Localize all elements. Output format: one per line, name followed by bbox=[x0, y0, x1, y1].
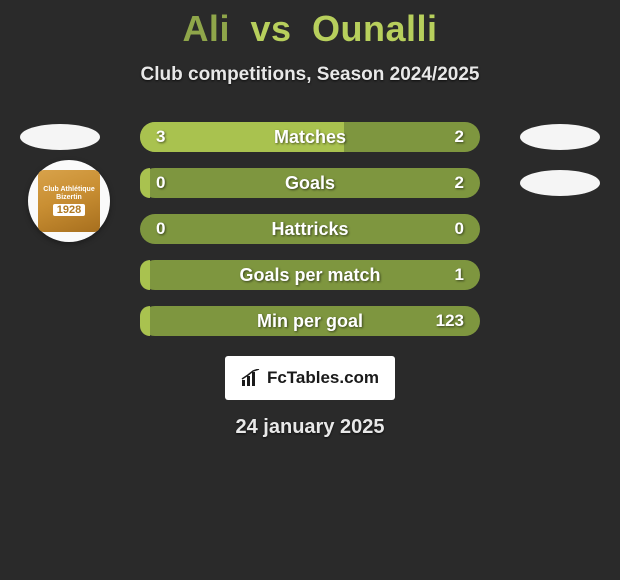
stat-pill: 02Goals bbox=[140, 168, 480, 198]
player1-name: Ali bbox=[182, 8, 230, 49]
stat-pill: 32Matches bbox=[140, 122, 480, 152]
comparison-card: Ali vs Ounalli Club competitions, Season… bbox=[0, 0, 620, 439]
stat-left-value: 0 bbox=[156, 219, 165, 239]
stat-row: 1Goals per match bbox=[0, 252, 620, 298]
chart-icon bbox=[241, 369, 261, 387]
stat-pill-content: 02 bbox=[156, 173, 464, 193]
stat-row: 123Min per goal bbox=[0, 298, 620, 344]
subtitle: Club competitions, Season 2024/2025 bbox=[0, 64, 620, 86]
player2-team-oval bbox=[520, 124, 600, 150]
stat-right-value: 123 bbox=[436, 311, 464, 331]
stat-left-value: 3 bbox=[156, 127, 165, 147]
stat-row: Club Athlétique Bizertin192802Goals bbox=[0, 160, 620, 206]
stat-right-value: 2 bbox=[455, 173, 464, 193]
stat-pill-content: 32 bbox=[156, 127, 464, 147]
player2-name: Ounalli bbox=[312, 8, 438, 49]
stat-pill-content: 123 bbox=[156, 311, 464, 331]
stat-left-value: 0 bbox=[156, 173, 165, 193]
stat-pill: 00Hattricks bbox=[140, 214, 480, 244]
stat-rows: 32MatchesClub Athlétique Bizertin192802G… bbox=[0, 114, 620, 344]
date: 24 january 2025 bbox=[0, 416, 620, 439]
player1-team-oval bbox=[20, 124, 100, 150]
stat-pill-content: 00 bbox=[156, 219, 464, 239]
stat-row: 00Hattricks bbox=[0, 206, 620, 252]
source-logo: FcTables.com bbox=[225, 356, 395, 400]
stat-right-value: 0 bbox=[455, 219, 464, 239]
vs-separator: vs bbox=[250, 8, 291, 49]
title: Ali vs Ounalli bbox=[0, 8, 620, 50]
stat-row: 32Matches bbox=[0, 114, 620, 160]
logo-text: FcTables.com bbox=[267, 368, 379, 388]
stat-right-value: 1 bbox=[455, 265, 464, 285]
stat-right-value: 2 bbox=[455, 127, 464, 147]
stat-pill-content: 1 bbox=[156, 265, 464, 285]
stat-pill: 123Min per goal bbox=[140, 306, 480, 336]
player2-team-oval bbox=[520, 170, 600, 196]
club-badge-text: Club Athlétique Bizertin bbox=[38, 186, 100, 202]
stat-pill: 1Goals per match bbox=[140, 260, 480, 290]
